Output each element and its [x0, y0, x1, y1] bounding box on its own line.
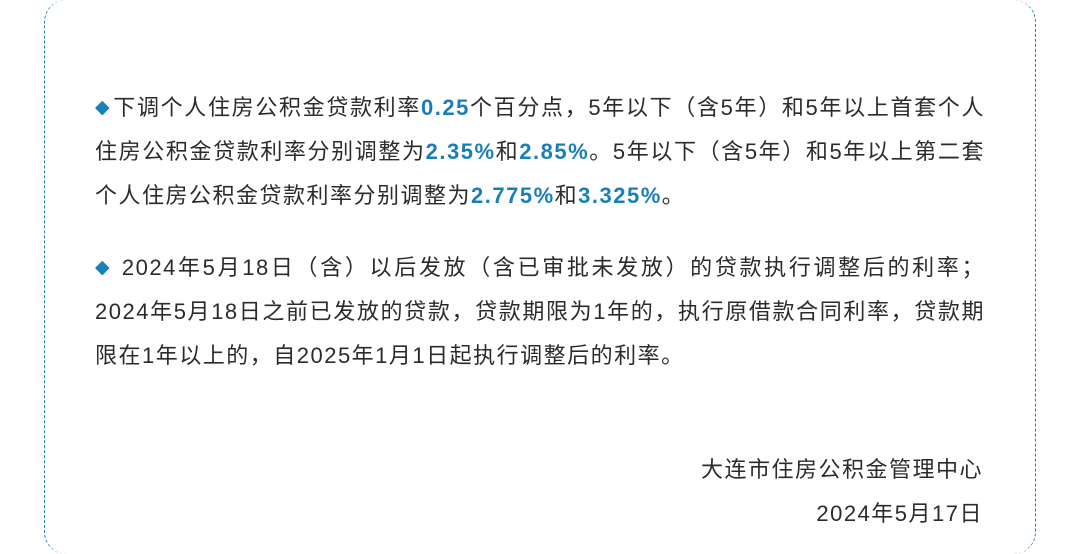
paragraph-2: ◆ 2024年5月18日（含）以后发放（含已审批未发放）的贷款执行调整后的利率；… — [95, 246, 985, 378]
p1-seg-a: 下调个人住房公积金贷款利率 — [113, 95, 421, 120]
clip-stem — [773, 0, 783, 32]
issue-date: 2024年5月17日 — [701, 492, 983, 536]
p1-seg-c: 和 — [496, 139, 520, 164]
bullet-diamond-icon: ◆ — [95, 89, 111, 127]
issuing-organization: 大连市住房公积金管理中心 — [701, 448, 983, 492]
bullet-diamond-icon: ◆ — [95, 249, 111, 287]
p2-text: 2024年5月18日（含）以后发放（含已审批未发放）的贷款执行调整后的利率；20… — [95, 255, 985, 368]
p1-seg-e: 和 — [555, 183, 579, 208]
clip-stem — [297, 0, 307, 32]
notice-card: ◆下调个人住房公积金贷款利率0.25个百分点，5年以下（含5年）和5年以上首套个… — [44, 0, 1036, 554]
p1-seg-f: 。 — [662, 183, 686, 208]
p1-value-rate-cut: 0.25 — [421, 95, 470, 120]
binder-clip-right — [765, 0, 791, 34]
p1-value-first-high: 2.85% — [519, 139, 589, 164]
p1-value-first-low: 2.35% — [426, 139, 496, 164]
p1-value-second-low: 2.775% — [471, 183, 555, 208]
p1-value-second-high: 3.325% — [578, 183, 662, 208]
paragraph-1: ◆下调个人住房公积金贷款利率0.25个百分点，5年以下（含5年）和5年以上首套个… — [95, 86, 985, 218]
binder-clip-left — [289, 0, 315, 34]
notice-footer: 大连市住房公积金管理中心 2024年5月17日 — [701, 448, 983, 536]
